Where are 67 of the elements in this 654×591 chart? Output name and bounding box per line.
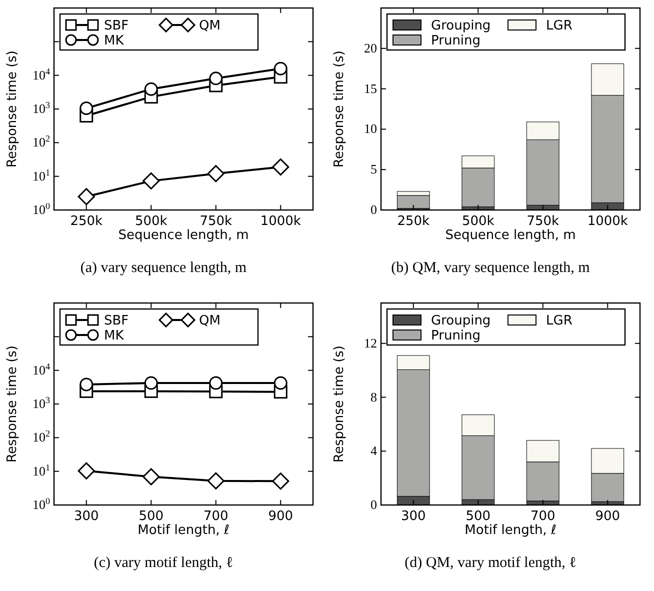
- x-tick-label: 500: [466, 509, 491, 524]
- point: [209, 376, 223, 390]
- text: (c) vary motif length, ℓ: [94, 555, 234, 571]
- legend-label: LGR: [546, 314, 572, 328]
- x-tick-label: 750k: [200, 214, 233, 229]
- x-tick-label: 500: [138, 509, 164, 524]
- y-tick-label: 0: [370, 497, 377, 512]
- y-tick-label: 15: [364, 80, 377, 96]
- y-tick-label: 10$^{0}$: [32, 496, 50, 512]
- point: [80, 378, 94, 392]
- x-tick-label: 700: [530, 509, 556, 524]
- y-tick-label: 8: [370, 389, 377, 404]
- point: [144, 82, 158, 96]
- x-tick-label: 750k: [526, 214, 560, 229]
- y-tick-label: 10$^{2}$: [32, 134, 50, 150]
- x-tick-label: 500k: [134, 214, 168, 229]
- x-tick-label: 1000k: [260, 214, 302, 229]
- x-tick-label: 300: [400, 509, 426, 524]
- legend-label: MK: [104, 328, 124, 344]
- y-tick-label: 10$^{4}$: [32, 66, 50, 82]
- x-tick-label: 250k: [70, 214, 104, 229]
- legend-label: SBF: [104, 314, 129, 328]
- legend-label: SBF: [104, 18, 129, 34]
- x-tick-label: 700: [203, 509, 228, 524]
- y-tick-label: 20: [364, 40, 377, 56]
- y-axis-title: Response time (s): [5, 346, 20, 462]
- x-tick-label: 250k: [397, 214, 430, 229]
- y-tick-label: 10$^{2}$: [32, 428, 50, 445]
- x-tick-label: 900: [268, 509, 294, 524]
- legend-label: Pruning: [431, 328, 481, 344]
- point: [80, 102, 94, 116]
- x-axis-title: Sequence length, m: [445, 228, 576, 243]
- x-axis-title: Motif length, ℓ: [464, 523, 556, 538]
- x-axis-title: Sequence length, m: [118, 228, 249, 243]
- y-axis-title: Response time (s): [5, 50, 20, 168]
- legend-label: LGR: [546, 18, 572, 34]
- y-tick-label: 10: [364, 121, 377, 136]
- text: (b) QM, vary sequence length, m: [391, 260, 590, 276]
- point: [209, 72, 223, 86]
- y-tick-label: 10$^{1}$: [32, 462, 50, 478]
- y-tick-label: 0: [370, 202, 377, 217]
- legend-label: Grouping: [431, 18, 491, 34]
- point: [144, 376, 158, 390]
- x-axis-title: Motif length, ℓ: [138, 523, 230, 538]
- x-tick-label: 500k: [462, 214, 495, 229]
- legend-label: Grouping: [431, 314, 491, 328]
- legend-label: QM: [199, 18, 220, 34]
- y-tick-label: 10$^{4}$: [32, 361, 50, 378]
- legend-label: MK: [104, 34, 124, 48]
- y-tick-label: 10$^{3}$: [32, 100, 50, 116]
- y-tick-label: 4: [370, 443, 378, 458]
- x-tick-label: 900: [595, 509, 620, 524]
- y-tick-label: 10$^{0}$: [32, 201, 50, 217]
- legend-label: Pruning: [431, 34, 481, 48]
- x-tick-label: 1000k: [587, 214, 628, 229]
- x-tick-label: 300: [74, 509, 99, 524]
- point: [274, 376, 288, 390]
- y-axis-title: Response time (s): [332, 346, 347, 462]
- legend-label: QM: [199, 314, 220, 328]
- y-tick-label: 12: [364, 335, 377, 350]
- text: (d) QM, vary motif length, ℓ: [404, 555, 576, 571]
- y-axis-title: Response time (s): [332, 50, 347, 168]
- y-tick-label: 5: [370, 162, 377, 177]
- point: [274, 62, 288, 76]
- text: (a) vary sequence length, m: [80, 260, 247, 276]
- y-tick-label: 10$^{1}$: [32, 167, 50, 184]
- y-tick-label: 10$^{3}$: [32, 395, 50, 411]
